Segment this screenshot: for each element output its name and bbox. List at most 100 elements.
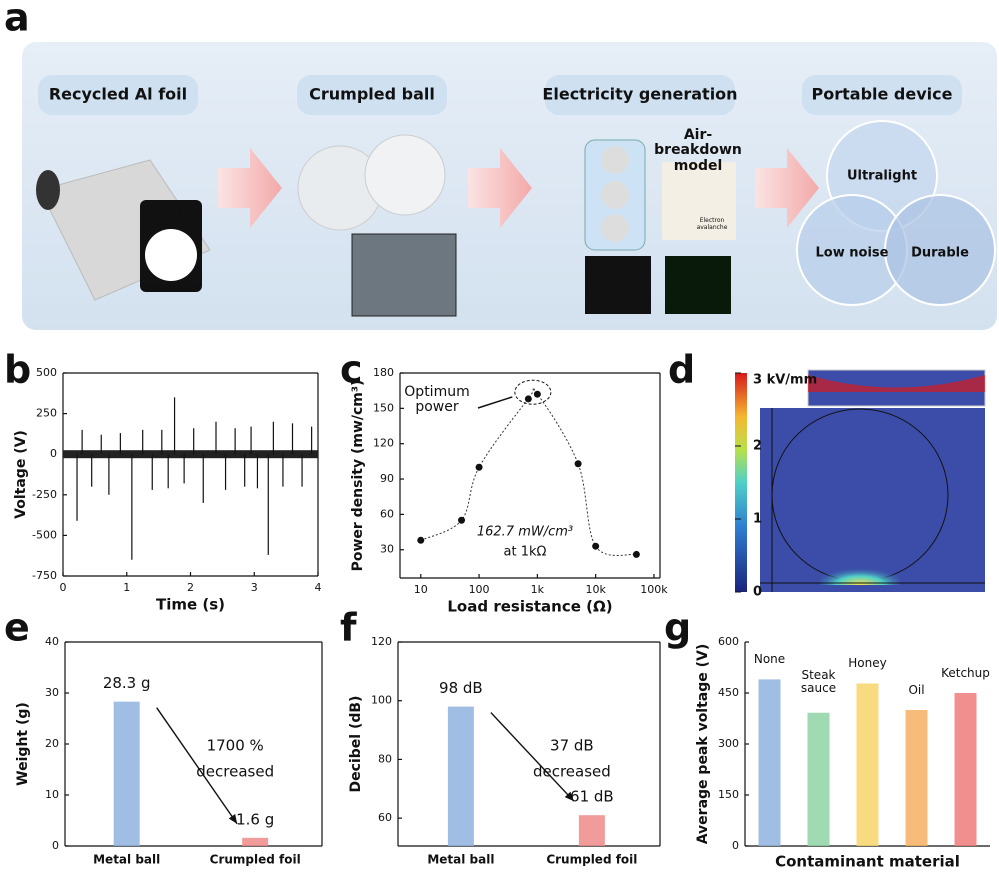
- x-tick-label: 10k: [585, 583, 606, 596]
- colorbar: [735, 373, 747, 592]
- step-pill: [297, 75, 447, 115]
- x-tick-label: 3: [251, 581, 258, 594]
- y-tick-label: 500: [36, 366, 57, 379]
- led-photo: [585, 256, 651, 314]
- y-axis-label: Weight (g): [15, 702, 31, 786]
- step-pill: [545, 75, 735, 115]
- y-axis-label: Voltage (V): [13, 430, 29, 519]
- y-tick-label: 450: [718, 686, 739, 699]
- step-pill: [802, 75, 962, 115]
- y-tick-label: 300: [718, 737, 739, 750]
- bar: [113, 701, 140, 846]
- point: [458, 516, 466, 524]
- bar: [905, 710, 928, 846]
- trend-arrow: [490, 712, 575, 802]
- y-tick-label: 100: [371, 694, 392, 707]
- x-tick-label: 100: [469, 583, 490, 596]
- value-label: 98 dB: [439, 679, 483, 697]
- y-tick-label: 120: [371, 635, 392, 648]
- value-label: 61 dB: [570, 788, 614, 806]
- point: [417, 536, 425, 544]
- x-tick-label: 100k: [640, 583, 668, 596]
- value-label: 28.3 g: [103, 674, 151, 692]
- y-tick-label: 40: [45, 635, 59, 648]
- bar: [447, 706, 474, 846]
- y-tick-label: 80: [378, 752, 392, 765]
- ball: [601, 146, 629, 174]
- x-axis-label: Load resistance (Ω): [447, 598, 612, 616]
- x-tick-label: 0: [60, 581, 67, 594]
- badge-text: Scrunch into Ball: [141, 283, 200, 291]
- avalanche-label: Electron avalanche: [696, 217, 728, 231]
- y-tick-label: 20: [45, 737, 59, 750]
- crumpled-ball: [364, 134, 446, 216]
- panel-letter: g: [664, 606, 691, 650]
- colorbar-label: 1: [753, 512, 762, 527]
- bar: [807, 712, 830, 846]
- annotation: 162.7 mW/cm³: [477, 525, 573, 540]
- y-tick-label: 250: [36, 407, 57, 420]
- y-tick-label: -500: [32, 528, 57, 541]
- point: [475, 463, 483, 471]
- y-tick-label: 150: [718, 788, 739, 801]
- x-axis-label: Time (s): [156, 596, 225, 614]
- venn-label: Low noise: [816, 246, 889, 261]
- panel-letter: c: [340, 348, 363, 392]
- y-tick-label: 600: [718, 635, 739, 648]
- inset-field: [808, 375, 985, 392]
- y-tick-label: 10: [45, 788, 59, 801]
- annotation: Optimum power: [404, 384, 470, 416]
- y-tick-label: -250: [32, 488, 57, 501]
- bar: [242, 837, 269, 846]
- badge-text: Recycle: [148, 205, 194, 219]
- y-tick-label: 30: [380, 543, 394, 556]
- bar: [578, 815, 605, 846]
- x-axis-label: Contaminant material: [775, 853, 960, 871]
- y-tick-label: 60: [378, 811, 392, 824]
- pointer: [477, 396, 513, 409]
- model-label: Air-breakdown model: [654, 127, 742, 174]
- venn-label: Durable: [911, 246, 969, 261]
- y-axis-label: Power density (mw/cm³): [350, 380, 366, 572]
- x-tick-label: 4: [315, 581, 322, 594]
- micrograph: [351, 233, 457, 317]
- point: [632, 550, 640, 558]
- category-label: None: [753, 652, 786, 667]
- category-label: Oil: [908, 683, 925, 697]
- y-tick-label: 180: [373, 366, 394, 379]
- panel-letter: a: [4, 0, 30, 40]
- annotation: at 1kΩ: [504, 545, 547, 560]
- y-tick-label: 0: [50, 447, 57, 460]
- value-label: 1.6 g: [236, 810, 274, 828]
- point: [574, 460, 582, 468]
- fit-curve: [420, 387, 637, 556]
- point: [533, 390, 541, 398]
- y-tick-label: 150: [373, 401, 394, 414]
- hotspot: [820, 555, 900, 585]
- bar: [954, 693, 977, 846]
- highlight: [514, 379, 552, 405]
- noise-band: [63, 450, 318, 459]
- colorbar-label: 3 kV/mm: [753, 373, 817, 388]
- category-label: Ketchup: [941, 666, 990, 680]
- y-axis-label: Average peak voltage (V): [695, 644, 711, 845]
- x-tick-label: Crumpled foil: [546, 853, 637, 867]
- panel-d: [735, 369, 986, 592]
- step-pill: [38, 75, 198, 115]
- panel-a: [22, 42, 997, 330]
- venn-label: Ultralight: [847, 169, 917, 184]
- panel-letter: d: [668, 348, 695, 392]
- ball: [601, 181, 629, 209]
- x-tick-label: 2: [187, 581, 194, 594]
- panel-letter: b: [4, 348, 31, 392]
- bar: [758, 679, 781, 846]
- step-title: Recycled Al foil: [49, 85, 187, 104]
- venn-circle: [884, 194, 996, 306]
- annotation: decreased: [533, 763, 611, 781]
- category-label: Steak sauce: [800, 667, 837, 695]
- annotation: 37 dB: [550, 737, 594, 755]
- x-tick-label: Crumpled foil: [210, 853, 301, 867]
- arrow-head: [564, 791, 574, 802]
